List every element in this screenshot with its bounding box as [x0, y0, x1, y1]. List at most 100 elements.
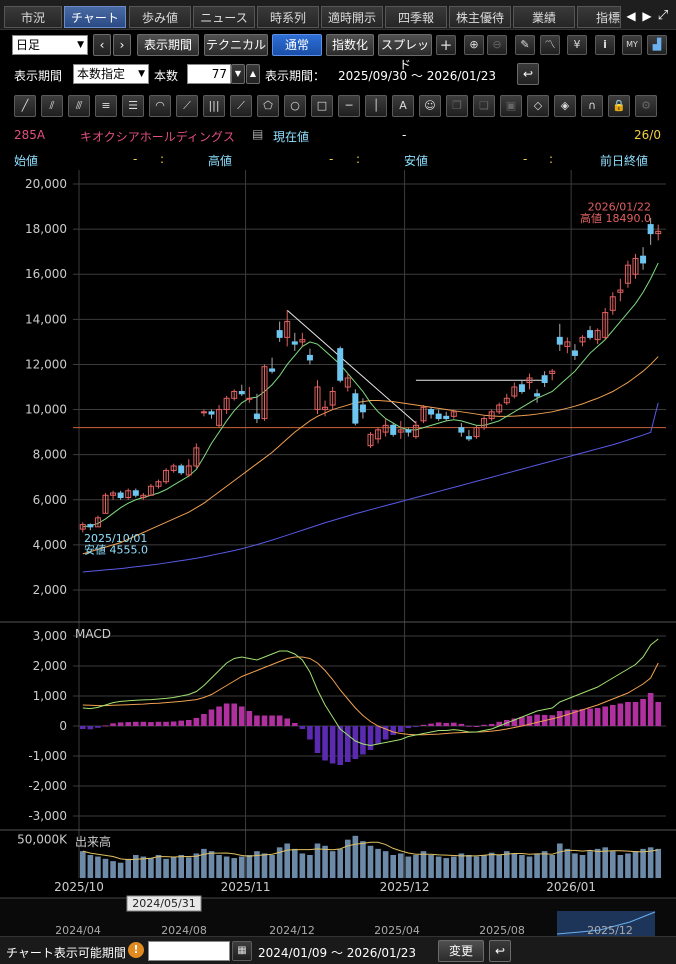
tab-chart[interactable]: チャート	[64, 6, 126, 28]
macd-histogram-bar	[572, 709, 578, 726]
tab-indicators[interactable]: 指標	[577, 6, 621, 28]
macd-histogram-bar	[549, 715, 556, 726]
count-up-button[interactable]: ▲	[246, 64, 260, 84]
fib-tool-icon[interactable]: ≡	[95, 95, 117, 117]
ma-long-line	[82, 402, 659, 573]
tab-timeseries[interactable]: 時系列	[257, 6, 319, 28]
tab-label: チャート	[71, 11, 119, 25]
macd-histogram-bar	[148, 722, 154, 726]
undo-button[interactable]: ↩	[489, 940, 511, 962]
expand-icon[interactable]: ⤢	[657, 8, 669, 23]
line-tool-icon[interactable]: ╱	[14, 95, 36, 117]
stock-chart[interactable]: 20,000 18,000 16,000 14,000 12,000 10,000 8,00…	[0, 170, 676, 936]
navigator-date-label: 2024/12	[269, 924, 315, 936]
face-icon[interactable]: ☺	[419, 95, 441, 117]
next-button[interactable]: ›	[113, 34, 131, 56]
channel-tool-icon[interactable]: ⫻	[68, 95, 90, 117]
yen-icon[interactable]: ¥	[567, 35, 587, 55]
area-chart-icon[interactable]: ▟	[647, 35, 667, 55]
high-date-label: 2026/01/22	[588, 201, 651, 214]
eraser-all-icon[interactable]: ◈	[554, 95, 576, 117]
display-period-button[interactable]: 表示期間	[137, 34, 199, 56]
macd-histogram-bar	[428, 723, 434, 726]
settings-icon[interactable]: ⚙	[635, 95, 657, 117]
volume-bar	[420, 851, 427, 878]
macd-histogram-bar	[640, 699, 646, 726]
prev-button[interactable]: ‹	[93, 34, 111, 56]
volume-bar	[564, 848, 571, 878]
volume-bar	[314, 843, 321, 878]
circle-tool-icon[interactable]: ○	[284, 95, 306, 117]
macd-histogram-bar	[481, 724, 487, 726]
trend-icon[interactable]: 〽	[540, 35, 560, 55]
volume-bar	[223, 856, 230, 878]
tab-results[interactable]: 業績	[513, 6, 575, 28]
volume-bar	[344, 839, 351, 878]
fan-tool-icon[interactable]: ⟋	[176, 95, 198, 117]
tab-news[interactable]: ニュース	[193, 6, 255, 28]
count-down-button[interactable]: ▼	[231, 64, 245, 84]
candle	[564, 341, 571, 347]
y-tick-label: 4,000	[33, 538, 67, 552]
vline-tool-icon[interactable]: │	[365, 95, 387, 117]
technical-button[interactable]: テクニカル	[204, 34, 268, 56]
tab-tick[interactable]: 歩み値	[129, 6, 191, 28]
macd-line	[82, 638, 659, 747]
count-input[interactable]: 77	[187, 64, 231, 84]
eraser-icon[interactable]: ◇	[527, 95, 549, 117]
tab-market[interactable]: 市況	[4, 6, 62, 28]
candle	[125, 490, 132, 499]
high-value: -	[329, 152, 334, 166]
spread-button[interactable]: スプレッド	[378, 34, 432, 72]
info-icon[interactable]: i	[595, 35, 615, 55]
parallel-tool-icon[interactable]: ⫽	[41, 95, 63, 117]
volume-bar	[208, 851, 215, 878]
tab-benefit[interactable]: 株主優待	[449, 6, 511, 28]
pentagon-tool-icon[interactable]: ⬠	[257, 95, 279, 117]
macd-histogram-bar	[337, 726, 344, 765]
volume-bar	[549, 855, 556, 878]
magnet-icon[interactable]: ∩	[581, 95, 603, 117]
navigator-date-label: 2024/08	[161, 924, 207, 936]
candle	[624, 264, 631, 284]
change-button[interactable]: 変更	[438, 940, 484, 962]
lock-icon[interactable]: 🔒	[608, 95, 630, 117]
gann-tool-icon[interactable]: ⟋	[230, 95, 252, 117]
text-tool-icon[interactable]: A	[392, 95, 414, 117]
y-tick-label: 6,000	[33, 493, 67, 507]
candle	[178, 465, 185, 474]
crosshair-icon[interactable]: +	[436, 35, 456, 55]
calendar-icon[interactable]: ▦	[232, 941, 252, 961]
tab-scroll-right-icon[interactable]: ▶	[642, 9, 652, 23]
arc-tool-icon[interactable]: ◠	[149, 95, 171, 117]
copy-icon[interactable]: ❐	[446, 95, 468, 117]
navigator-date-label: 2025/12	[587, 924, 633, 936]
my-settings-icon[interactable]: MY	[622, 35, 642, 55]
period-select[interactable]: 日足 ▼	[12, 35, 88, 55]
pencil-icon[interactable]: ✎	[515, 35, 535, 55]
index-button[interactable]: 指数化	[326, 34, 374, 56]
volume-bar	[488, 852, 495, 878]
tab-quarterly[interactable]: 四季報	[385, 6, 447, 28]
cycle-tool-icon[interactable]: |||	[203, 95, 225, 117]
volume-bar	[632, 851, 639, 878]
layer-icon[interactable]: ▣	[500, 95, 522, 117]
navigator-date-label: 2025/08	[479, 924, 525, 936]
rect-tool-icon[interactable]: □	[311, 95, 333, 117]
date-input[interactable]	[148, 941, 230, 961]
reset-button[interactable]: ↩	[517, 63, 539, 85]
paste-icon[interactable]: ❏	[473, 95, 495, 117]
volume-bar	[284, 843, 291, 878]
fib-levels-icon[interactable]: ☰	[122, 95, 144, 117]
candle	[526, 377, 533, 383]
volume-bar	[132, 855, 139, 878]
tab-disclosure[interactable]: 適時開示	[321, 6, 383, 28]
volume-bar	[148, 858, 154, 878]
zoom-in-icon[interactable]: ⊕	[464, 35, 484, 55]
zoom-out-icon[interactable]: ⊖	[487, 35, 507, 55]
tab-scroll-left-icon[interactable]: ◀	[626, 9, 636, 23]
period-mode-select[interactable]: 本数指定 ▼	[73, 64, 149, 84]
normal-button[interactable]: 通常	[272, 34, 322, 56]
candle	[450, 411, 457, 417]
hline-tool-icon[interactable]: ─	[338, 95, 360, 117]
